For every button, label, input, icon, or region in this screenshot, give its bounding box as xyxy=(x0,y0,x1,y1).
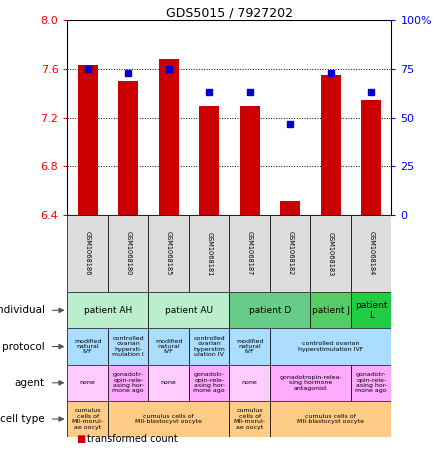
Text: GSM1068184: GSM1068184 xyxy=(368,231,373,276)
Text: GSM1068180: GSM1068180 xyxy=(125,231,131,276)
Text: gonadotr-
opin-rele-
asing hor-
mone ago: gonadotr- opin-rele- asing hor- mone ago xyxy=(112,372,144,393)
Bar xyxy=(270,401,391,437)
Text: cumulus cells of
MII-blastocyst oocyte: cumulus cells of MII-blastocyst oocyte xyxy=(296,414,363,424)
Bar xyxy=(67,215,108,292)
Text: GSM1068183: GSM1068183 xyxy=(327,231,333,276)
Bar xyxy=(77,65,98,215)
Text: none: none xyxy=(241,380,257,386)
Bar xyxy=(148,215,188,292)
Bar xyxy=(310,292,350,328)
Bar xyxy=(148,292,229,328)
Bar xyxy=(158,59,178,215)
Text: GSM1068187: GSM1068187 xyxy=(246,231,252,276)
Text: none: none xyxy=(161,380,176,386)
Text: GSM1068181: GSM1068181 xyxy=(206,231,212,276)
Text: controlled
ovarian
hyperstim
ulation IV: controlled ovarian hyperstim ulation IV xyxy=(193,336,225,357)
Text: controlled ovarian
hyperstimulation IVF: controlled ovarian hyperstimulation IVF xyxy=(297,342,362,352)
Text: cumulus
cells of
MII-morul-
ae oocyt: cumulus cells of MII-morul- ae oocyt xyxy=(233,409,265,429)
Bar xyxy=(350,365,391,401)
Bar xyxy=(199,106,219,215)
Bar xyxy=(229,365,270,401)
Text: individual: individual xyxy=(0,305,45,315)
Text: GSM1068182: GSM1068182 xyxy=(286,231,293,276)
Bar xyxy=(229,328,270,365)
Bar xyxy=(360,100,381,215)
Text: gonadotropin-relea-
sing hormone
antagonist: gonadotropin-relea- sing hormone antagon… xyxy=(279,375,341,390)
Bar xyxy=(239,106,259,215)
Text: controlled
ovarian
hypersti-
mulation I: controlled ovarian hypersti- mulation I xyxy=(112,336,144,357)
Text: patient D: patient D xyxy=(248,306,290,315)
Bar xyxy=(67,401,108,437)
Bar xyxy=(108,328,148,365)
Text: modified
natural
IVF: modified natural IVF xyxy=(74,339,101,354)
Bar xyxy=(188,215,229,292)
Bar xyxy=(310,215,350,292)
Bar xyxy=(108,401,229,437)
Bar xyxy=(67,328,108,365)
Bar xyxy=(67,365,108,401)
Text: cell type: cell type xyxy=(0,414,45,424)
Bar xyxy=(350,292,391,328)
Bar xyxy=(270,328,391,365)
Text: GSM1068185: GSM1068185 xyxy=(165,231,171,276)
Bar xyxy=(270,365,350,401)
Text: gonadotr-
opin-rele-
asing hor-
mone ago: gonadotr- opin-rele- asing hor- mone ago xyxy=(193,372,224,393)
Bar xyxy=(188,365,229,401)
Text: patient
L: patient L xyxy=(354,301,387,320)
Text: agent: agent xyxy=(15,378,45,388)
Bar xyxy=(148,328,188,365)
Bar xyxy=(148,365,188,401)
Bar xyxy=(229,215,270,292)
Bar xyxy=(108,215,148,292)
Title: GDS5015 / 7927202: GDS5015 / 7927202 xyxy=(166,6,292,19)
Bar xyxy=(108,365,148,401)
Bar xyxy=(350,215,391,292)
Text: gonadotr-
opin-rele-
asing hor-
mone ago: gonadotr- opin-rele- asing hor- mone ago xyxy=(355,372,386,393)
Bar xyxy=(118,81,138,215)
Bar xyxy=(67,292,148,328)
Bar xyxy=(320,75,340,215)
Text: ■: ■ xyxy=(76,434,85,444)
Bar xyxy=(270,215,310,292)
Text: cumulus
cells of
MII-morul-
ae oocyt: cumulus cells of MII-morul- ae oocyt xyxy=(72,409,103,429)
Bar xyxy=(188,328,229,365)
Text: transformed count: transformed count xyxy=(87,434,178,444)
Text: protocol: protocol xyxy=(2,342,45,352)
Text: modified
natural
IVF: modified natural IVF xyxy=(155,339,182,354)
Text: patient AH: patient AH xyxy=(84,306,132,315)
Bar xyxy=(229,292,310,328)
Text: patient AU: patient AU xyxy=(164,306,213,315)
Text: none: none xyxy=(79,380,95,386)
Text: GSM1068186: GSM1068186 xyxy=(85,231,90,276)
Text: cumulus cells of
MII-blastocyst oocyte: cumulus cells of MII-blastocyst oocyte xyxy=(135,414,202,424)
Bar xyxy=(229,401,270,437)
Bar xyxy=(279,201,299,215)
Text: patient J: patient J xyxy=(311,306,349,315)
Text: modified
natural
IVF: modified natural IVF xyxy=(235,339,263,354)
